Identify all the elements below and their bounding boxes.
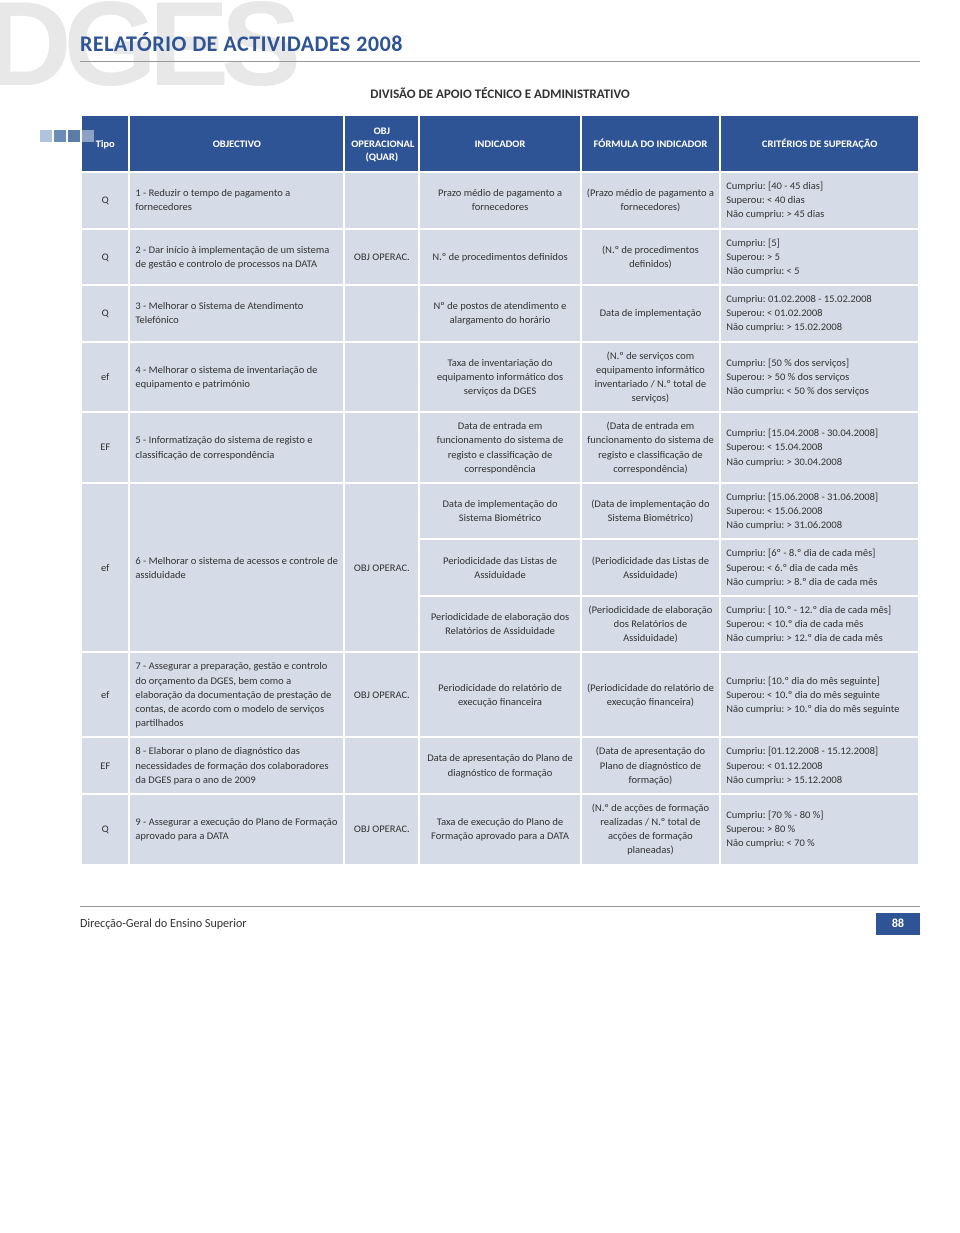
table-cell: OBJ OPERAC.	[344, 229, 419, 286]
table-cell: Cumpriu: [15.06.2008 - 31.06.2008]Supero…	[720, 483, 919, 540]
table-cell: Cumpriu: [ 10.º - 12.º dia de cada mês]S…	[720, 596, 919, 653]
table-cell: (Data de implementação do Sistema Biomét…	[581, 483, 721, 540]
table-cell: (N.º de procedimentos definidos)	[581, 229, 721, 286]
col-header: OBJ OPERACIONAL (QUAR)	[344, 115, 419, 172]
table-cell: Q	[81, 285, 129, 342]
table-cell: Q	[81, 794, 129, 865]
table-cell: OBJ OPERAC.	[344, 652, 419, 737]
table-row: Q1 - Reduzir o tempo de pagamento a forn…	[81, 172, 919, 229]
table-cell: ef	[81, 342, 129, 413]
table-cell: OBJ OPERAC.	[344, 794, 419, 865]
table-cell: EF	[81, 412, 129, 483]
table-cell: (Data de entrada em funcionamento do sis…	[581, 412, 721, 483]
table-cell: Cumpriu: [70 % - 80 %]Superou: > 80 %Não…	[720, 794, 919, 865]
col-header: OBJECTIVO	[129, 115, 344, 172]
table-cell: Cumpriu: [5]Superou: > 5Não cumpriu: < 5	[720, 229, 919, 286]
table-cell: ef	[81, 483, 129, 653]
table-row: ef7 - Assegurar a preparação, gestão e c…	[81, 652, 919, 737]
table-cell: Cumpriu: [01.12.2008 - 15.12.2008]Supero…	[720, 737, 919, 794]
table-cell: Taxa de inventariação do equipamento inf…	[419, 342, 580, 413]
table-cell: EF	[81, 737, 129, 794]
table-cell: Cumpriu: 01.02.2008 - 15.02.2008Superou:…	[720, 285, 919, 342]
table-cell	[344, 342, 419, 413]
col-header: CRITÉRIOS DE SUPERAÇÃO	[720, 115, 919, 172]
table-row: EF8 - Elaborar o plano de diagnóstico da…	[81, 737, 919, 794]
table-row: EF5 - Informatização do sistema de regis…	[81, 412, 919, 483]
table-cell: Periodicidade do relatório de execução f…	[419, 652, 580, 737]
table-cell	[344, 737, 419, 794]
table-cell: ef	[81, 652, 129, 737]
table-row: Q2 - Dar início à implementação de um si…	[81, 229, 919, 286]
table-cell	[344, 285, 419, 342]
table-cell: OBJ OPERAC.	[344, 483, 419, 653]
table-cell: 2 - Dar início à implementação de um sis…	[129, 229, 344, 286]
table-cell: 3 - Melhorar o Sistema de Atendimento Te…	[129, 285, 344, 342]
table-cell: Cumpriu: [15.04.2008 - 30.04.2008]Supero…	[720, 412, 919, 483]
table-row: ef4 - Melhorar o sistema de inventariaçã…	[81, 342, 919, 413]
table-cell: Taxa de execução do Plano de Formação ap…	[419, 794, 580, 865]
table-cell: Cumpriu: [10.º dia do mês seguinte]Super…	[720, 652, 919, 737]
table-cell	[344, 412, 419, 483]
table-row: Q9 - Assegurar a execução do Plano de Fo…	[81, 794, 919, 865]
table-cell: Cumpriu: [50 % dos serviços]Superou: > 5…	[720, 342, 919, 413]
header-squares	[40, 130, 94, 142]
col-header: FÓRMULA DO INDICADOR	[581, 115, 721, 172]
table-cell: Cumpriu: [6º - 8.º dia de cada mês]Super…	[720, 539, 919, 596]
table-cell: (Periodicidade do relatório de execução …	[581, 652, 721, 737]
table-cell: Periodicidade das Listas de Assiduidade	[419, 539, 580, 596]
table-cell: 4 - Melhorar o sistema de inventariação …	[129, 342, 344, 413]
table-cell: Q	[81, 172, 129, 229]
page-title: RELATÓRIO DE ACTIVIDADES 2008	[80, 30, 920, 62]
table-cell: (Periodicidade das Listas de Assiduidade…	[581, 539, 721, 596]
table-cell	[344, 172, 419, 229]
table-cell: Data de entrada em funcionamento do sist…	[419, 412, 580, 483]
table-cell: (Periodicidade de elaboração dos Relatór…	[581, 596, 721, 653]
table-cell: 5 - Informatização do sistema de registo…	[129, 412, 344, 483]
col-header: INDICADOR	[419, 115, 580, 172]
table-cell: Data de apresentação do Plano de diagnós…	[419, 737, 580, 794]
footer-text: Direcção-Geral do Ensino Superior	[80, 917, 246, 931]
table-row: Q3 - Melhorar o Sistema de Atendimento T…	[81, 285, 919, 342]
table-cell: 7 - Assegurar a preparação, gestão e con…	[129, 652, 344, 737]
table-cell: N.º de procedimentos definidos	[419, 229, 580, 286]
footer: Direcção-Geral do Ensino Superior 88	[80, 906, 920, 935]
table-cell: 9 - Assegurar a execução do Plano de For…	[129, 794, 344, 865]
table-cell: 8 - Elaborar o plano de diagnóstico das …	[129, 737, 344, 794]
table-cell: 1 - Reduzir o tempo de pagamento a forne…	[129, 172, 344, 229]
col-header: Tipo	[81, 115, 129, 172]
table-cell: Cumpriu: [40 - 45 dias]Superou: < 40 dia…	[720, 172, 919, 229]
table-cell: Q	[81, 229, 129, 286]
table-row: ef6 - Melhorar o sistema de acessos e co…	[81, 483, 919, 540]
table-cell: Data de implementação do Sistema Biométr…	[419, 483, 580, 540]
table-cell: (N.º de serviços com equipamento informá…	[581, 342, 721, 413]
table-cell: Periodicidade de elaboração dos Relatóri…	[419, 596, 580, 653]
table-cell: (Data de apresentação do Plano de diagnó…	[581, 737, 721, 794]
table-cell: 6 - Melhorar o sistema de acessos e cont…	[129, 483, 344, 653]
table-cell: Prazo médio de pagamento a fornecedores	[419, 172, 580, 229]
objectives-table: TipoOBJECTIVOOBJ OPERACIONAL (QUAR)INDIC…	[80, 114, 920, 866]
table-cell: (N.º de acções de formação realizadas / …	[581, 794, 721, 865]
page-number: 88	[876, 913, 920, 935]
table-cell: (Prazo médio de pagamento a fornecedores…	[581, 172, 721, 229]
table-cell: Data de implementação	[581, 285, 721, 342]
table-cell: Nº de postos de atendimento e alargament…	[419, 285, 580, 342]
